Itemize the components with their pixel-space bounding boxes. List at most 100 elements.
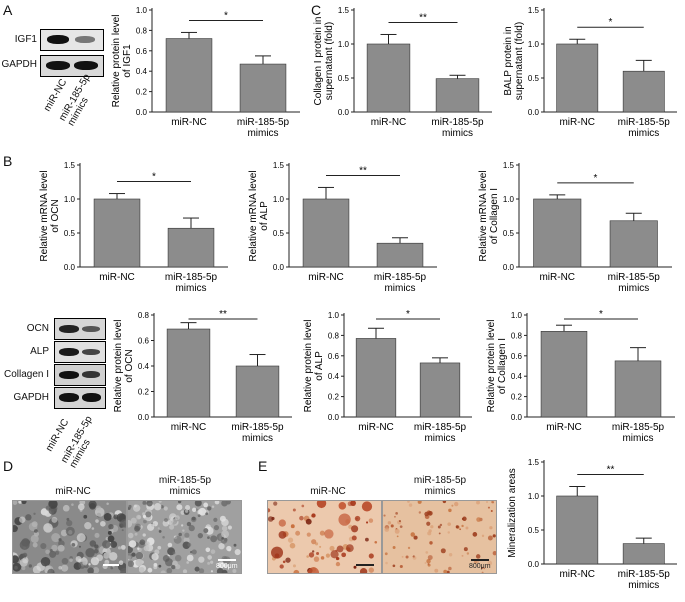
texture-dot (426, 521, 431, 526)
texture-dot (146, 501, 153, 507)
texture-dot (306, 555, 309, 558)
x-tick-label: miR-NC (559, 117, 595, 128)
texture-dot (271, 546, 284, 559)
blot-label-ocn: OCN (26, 323, 49, 334)
chart-mineralization: Mineralization areas 0.0 0.5 1.0 1.5 miR-NC mi… (507, 458, 677, 591)
texture-dot (463, 547, 468, 552)
texture-dot (486, 501, 488, 503)
x-tick-label-line: mimics (622, 433, 653, 444)
band-gapdh-b-nc (59, 393, 79, 402)
texture-dot (183, 537, 190, 544)
texture-dot (213, 517, 218, 522)
texture-dot (295, 530, 301, 536)
blot-strip-ocn (54, 318, 106, 340)
y-tick-label: 0.0 (136, 108, 148, 117)
y-tick-label: 1.0 (503, 195, 515, 204)
texture-dot (218, 561, 225, 569)
y-axis-label-line: supernatant (fold) (514, 22, 525, 100)
chart-ocn-mrna: Relative mRNA levelof OCN0.00.51.01.5miR… (39, 161, 228, 294)
texture-dot (137, 547, 140, 550)
texture-dot (268, 516, 274, 522)
texture-dot (447, 522, 451, 526)
texture-dot (177, 501, 182, 504)
texture-dot (448, 566, 452, 571)
texture-dot (140, 525, 143, 529)
y-tick-label: 0.0 (503, 263, 515, 272)
texture-dot (106, 502, 109, 505)
band-igf1-mimic (75, 36, 95, 43)
texture-dot (491, 501, 494, 504)
x-tick-label-line: miR-185-5p (414, 422, 467, 433)
band-alp-nc (59, 348, 79, 356)
texture-dot (113, 514, 119, 520)
y-tick-label: 1.5 (338, 6, 350, 15)
y-tick-label: 0.4 (138, 362, 150, 371)
texture-dot (487, 535, 493, 541)
texture-dot (399, 520, 401, 522)
bar (622, 543, 665, 565)
texture-dot (480, 566, 484, 570)
texture-dot (454, 501, 459, 507)
texture-dot (13, 555, 19, 564)
texture-dot (48, 501, 58, 509)
sem-texture-d-nc (13, 501, 126, 573)
texture-dot (278, 530, 287, 539)
texture-dot (324, 529, 334, 539)
bar (614, 360, 662, 418)
texture-dot (178, 532, 182, 537)
texture-dot (335, 561, 341, 567)
texture-dot (157, 545, 162, 550)
texture-dot (345, 544, 354, 553)
texture-dot (387, 521, 392, 525)
x-tick-label: miR-NC (539, 272, 575, 283)
x-tick-label-line: miR-NC (308, 272, 344, 283)
x-tick-label-line: miR-NC (546, 422, 582, 433)
texture-dot (287, 537, 294, 543)
y-tick-label: 0.2 (138, 388, 150, 397)
micrograph-e-mimic: 800μm (382, 500, 497, 574)
x-tick-label-line: miR-185-5p (237, 117, 290, 128)
texture-dot (392, 545, 396, 549)
texture-dot (213, 525, 220, 531)
y-axis-label-line: Mineralization areas (507, 468, 518, 558)
bar (239, 63, 287, 113)
texture-dot (351, 525, 359, 533)
blot-strip-gapdh-b (54, 387, 106, 409)
texture-dot (207, 536, 210, 540)
texture-dot (94, 544, 99, 549)
texture-dot (22, 552, 28, 558)
texture-dot (427, 510, 433, 516)
texture-dot (142, 512, 146, 516)
blot-label-collagen: Collagen I (3, 369, 49, 380)
blot-label-gapdh-a: GAPDH (1, 59, 37, 70)
texture-dot (325, 553, 330, 558)
significance-marker: * (406, 309, 410, 320)
texture-dot (103, 552, 110, 559)
lane-label-b-mimic: miR-185-5p mimics (59, 414, 95, 470)
texture-dot (223, 563, 228, 568)
texture-dot (151, 553, 159, 561)
texture-dot (130, 517, 137, 524)
y-axis-label: Relative mRNA levelof Collagen I (478, 170, 500, 261)
texture-dot (424, 562, 427, 564)
texture-dot (197, 509, 203, 515)
texture-dot (476, 501, 480, 505)
texture-dot (338, 513, 351, 526)
y-tick-label: 0.2 (511, 393, 523, 402)
x-tick-label-line: mimics (628, 580, 659, 591)
x-tick-label: miR-185-5p mimics (414, 422, 467, 444)
texture-dot (207, 506, 212, 511)
texture-dot (75, 556, 82, 562)
texture-dot (205, 512, 209, 516)
texture-dot (210, 535, 218, 543)
texture-dot (210, 570, 214, 573)
texture-dot (476, 560, 480, 564)
chart-igf1-protein: Relative protein levelof IGF10.00.20.40.… (111, 6, 300, 139)
texture-dot (143, 519, 147, 524)
texture-dot (186, 521, 192, 527)
x-tick-label: miR-185-5p mimics (431, 117, 484, 139)
blot-strip-alp (54, 341, 106, 363)
texture-dot (172, 551, 176, 555)
bar (235, 365, 280, 418)
texture-dot (311, 513, 316, 518)
